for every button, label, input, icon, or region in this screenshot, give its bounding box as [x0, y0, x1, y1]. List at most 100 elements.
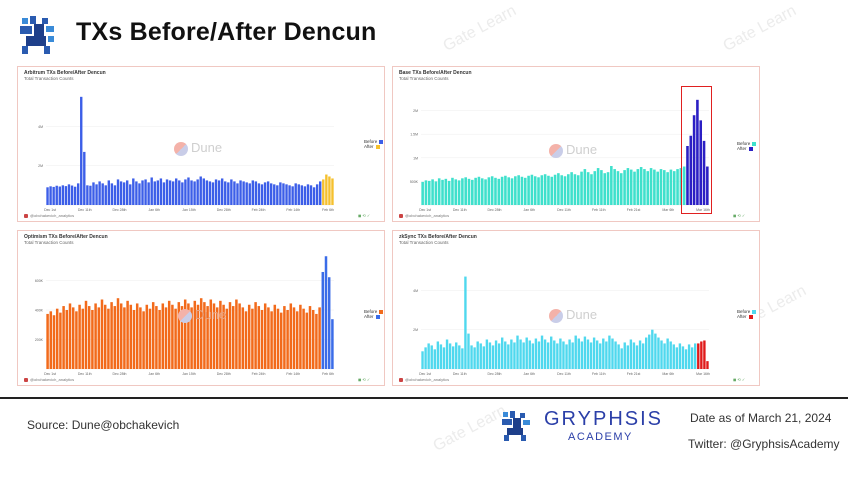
- bar-before: [129, 184, 132, 205]
- bar-before: [98, 181, 101, 205]
- bar-before: [550, 176, 554, 205]
- bar-before: [190, 307, 193, 369]
- bar-before: [203, 302, 206, 369]
- bar-before: [164, 307, 168, 369]
- bar-before: [485, 339, 489, 369]
- panel-actions[interactable]: ◼ ⟲ ✓: [733, 377, 746, 382]
- dune-watermark: Dune: [178, 307, 226, 323]
- bar-before: [672, 344, 675, 369]
- bar-before: [162, 182, 166, 205]
- bar-before: [648, 334, 651, 369]
- bar-before: [620, 348, 623, 369]
- bar-before: [497, 178, 501, 205]
- bar-before: [286, 310, 289, 369]
- bar-after: [703, 340, 706, 369]
- x-tick-label: Dec 28th: [217, 208, 231, 212]
- bar-before: [543, 174, 547, 205]
- x-tick-label: Feb 21st: [627, 208, 641, 212]
- bar-before: [291, 186, 294, 205]
- bar-before: [476, 341, 479, 369]
- bar-before: [107, 308, 110, 369]
- author: @obchakevich_analytics: [399, 377, 449, 382]
- bar-before: [583, 169, 587, 205]
- bar-before: [522, 342, 525, 369]
- bar-before: [89, 185, 92, 205]
- bar-before: [471, 179, 474, 205]
- chart-subtitle: Total Transaction Counts: [24, 76, 74, 81]
- x-tick-label: Mar 6th: [662, 372, 674, 376]
- bar-before: [132, 178, 135, 205]
- bar-before: [145, 304, 149, 369]
- chart-panel-zksync: zkSync TXs Before/After Dencun Total Tra…: [392, 230, 760, 386]
- bar-before: [663, 343, 666, 369]
- bar-before: [86, 185, 89, 205]
- legend: Before After: [364, 309, 384, 319]
- bar-before: [470, 345, 473, 369]
- bar-before: [533, 176, 537, 205]
- page-title: TXs Before/After Dencun: [76, 18, 377, 46]
- author: @obchakevich_analytics: [399, 213, 449, 218]
- bar-before: [500, 176, 504, 205]
- x-tick-label: Dec 11th: [78, 208, 92, 212]
- twitter-handle[interactable]: Twitter: @GryphsisAcademy: [688, 437, 840, 451]
- bar-before: [543, 339, 547, 369]
- bar-after: [706, 166, 709, 205]
- bar-before: [241, 307, 245, 369]
- bar-before: [52, 315, 56, 369]
- x-tick-label: Feb 11th: [592, 208, 606, 212]
- bar-before: [437, 178, 441, 205]
- bar-before: [303, 186, 307, 205]
- bar-before: [76, 183, 80, 205]
- bar-before: [113, 185, 117, 205]
- bar-before: [300, 185, 304, 205]
- bar-before: [46, 313, 49, 369]
- bar-before: [231, 306, 235, 369]
- bar-before: [178, 180, 181, 205]
- bar-before: [175, 178, 178, 205]
- bar-before: [236, 183, 239, 205]
- legend-after: After: [737, 146, 756, 151]
- bar-before: [669, 341, 672, 369]
- bar-before: [577, 338, 580, 369]
- bar-after: [322, 179, 325, 205]
- bar-before: [605, 341, 608, 369]
- bar-before: [242, 181, 245, 205]
- dune-watermark: Dune: [174, 140, 222, 156]
- panel-actions[interactable]: ◼ ⟲ ✓: [358, 213, 371, 218]
- bar-before: [52, 186, 55, 205]
- bar-before: [487, 177, 491, 205]
- x-tick-label: Jan 15th: [182, 372, 195, 376]
- x-tick-label: Feb 21st: [627, 372, 641, 376]
- bar-before: [477, 176, 481, 205]
- bar-before: [666, 172, 669, 205]
- bar-before: [464, 177, 467, 205]
- bar-before: [553, 340, 556, 369]
- bar-before: [165, 179, 169, 205]
- bar-before: [467, 178, 471, 205]
- bar-before: [565, 344, 568, 369]
- avatar: [24, 377, 28, 382]
- bar-before: [484, 179, 487, 205]
- bar-before: [623, 170, 626, 205]
- bar-before: [613, 169, 616, 205]
- bar-before: [222, 304, 225, 369]
- legend-after: After: [364, 144, 383, 149]
- bar-before: [122, 182, 126, 205]
- bar-before: [205, 180, 209, 205]
- bar-before: [212, 303, 216, 369]
- bar-before: [67, 184, 71, 205]
- bar-before: [679, 168, 683, 205]
- x-tick-label: Dec 11th: [78, 372, 92, 376]
- panel-actions[interactable]: ◼ ⟲ ✓: [358, 377, 371, 382]
- chart-subtitle: Total Transaction Counts: [399, 240, 449, 245]
- bar-before: [267, 307, 270, 369]
- bar-before: [593, 171, 597, 205]
- bar-after: [692, 115, 696, 205]
- panel-actions[interactable]: ◼ ⟲ ✓: [733, 213, 746, 218]
- bar-after: [706, 361, 709, 369]
- bar-before: [248, 183, 251, 205]
- bar-before: [263, 303, 267, 369]
- bar-after: [331, 319, 334, 369]
- bar-before: [100, 299, 104, 369]
- bar-before: [46, 187, 49, 205]
